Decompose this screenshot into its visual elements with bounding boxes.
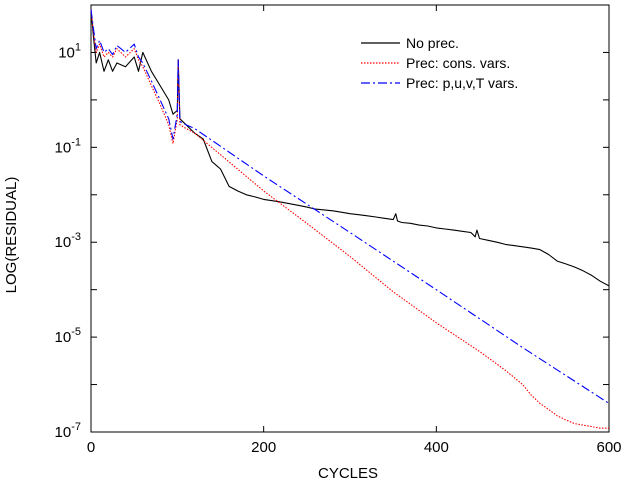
x-axis-title: CYCLES — [318, 465, 378, 482]
x-tick-label: 600 — [596, 439, 621, 456]
x-tick-label: 400 — [424, 439, 449, 456]
y-tick-label: 10-7 — [55, 421, 81, 441]
series-line-2 — [90, 9, 609, 429]
plot-frame — [90, 4, 610, 433]
y-tick-label: 10-3 — [55, 231, 81, 251]
legend-label-3: Prec: p,u,v,T vars. — [406, 75, 518, 91]
y-axis-title: LOG(RESIDUAL) — [3, 177, 20, 294]
x-tick-label: 200 — [251, 439, 276, 456]
y-tick-label: 101 — [58, 41, 81, 61]
legend-label-2: Prec: cons. vars. — [406, 55, 510, 71]
y-tick-label: 10-1 — [55, 136, 81, 156]
x-tick-label: 0 — [87, 439, 95, 456]
series-line-1 — [90, 9, 610, 287]
series-line-3 — [90, 9, 610, 404]
y-tick-label: 10-5 — [55, 326, 81, 346]
legend-label-1: No prec. — [406, 35, 459, 51]
